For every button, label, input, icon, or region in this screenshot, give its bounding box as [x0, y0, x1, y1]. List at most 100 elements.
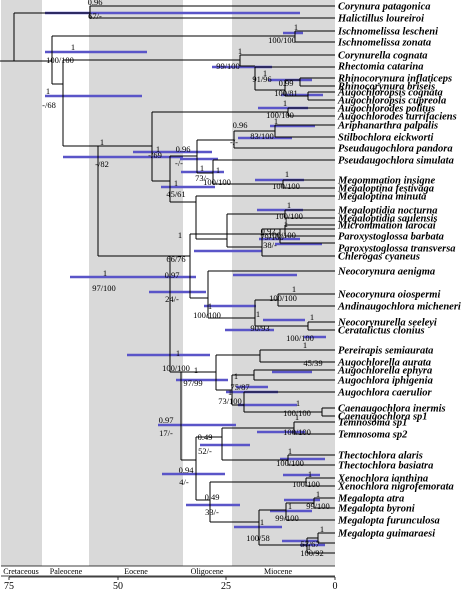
- posterior-probability-label: 1: [320, 524, 324, 534]
- posterior-probability-label: 1: [283, 98, 287, 108]
- bootstrap-support-label: 17/-: [159, 428, 173, 438]
- bootstrap-support-label: 97/100: [92, 283, 116, 293]
- bootstrap-support-label: 73/-: [195, 173, 209, 183]
- posterior-probability-label: 1: [263, 68, 267, 78]
- tree-branch: [285, 77, 335, 87]
- posterior-probability-label: 1: [103, 268, 107, 278]
- taxon-label: Rhectomia catarina: [337, 62, 423, 73]
- taxon-label: Ischnomelissa lescheni: [337, 27, 438, 38]
- epoch-bands: [1, 0, 335, 566]
- taxon-label: Caenaugochlora inermis: [338, 404, 446, 415]
- taxon-label: Augochlorella aurata: [337, 358, 431, 369]
- bootstrap-support-label: 100/100: [162, 363, 190, 373]
- tree-branch: [63, 54, 335, 90]
- tree-branch: [181, 437, 197, 500]
- tree-branch: [52, 60, 64, 146]
- taxon-label: Corynura patagonica: [338, 2, 430, 13]
- posterior-probability-label: 0.49: [198, 432, 213, 442]
- bootstrap-support-label: -/82: [95, 159, 109, 169]
- bootstrap-support-label: 100/100: [283, 408, 311, 418]
- taxon-label: Stilbochlora eickworti: [338, 133, 433, 144]
- posterior-probability-label: 1: [303, 340, 307, 350]
- bootstrap-support-label: 99/100: [275, 513, 299, 523]
- taxon-label: Neocorynura oiospermi: [337, 290, 440, 301]
- bootstrap-support-label: 52/-: [198, 446, 212, 456]
- bootstrap-support-label: 100/81: [274, 88, 298, 98]
- bootstrap-support-label: 100/100: [268, 35, 296, 45]
- tree-branch: [63, 145, 99, 256]
- bootstrap-support-label: 100/100: [283, 427, 311, 437]
- tree-branch: [98, 112, 153, 181]
- taxon-label: Megaloptidia nocturna: [337, 206, 437, 217]
- bootstrap-support-label: 100/100: [292, 479, 320, 489]
- bootstrap-support-label: 100/92: [300, 548, 324, 558]
- bootstrap-support-label: -/-: [175, 158, 183, 168]
- taxon-label: Megaloptina minuta: [337, 192, 426, 203]
- bootstrap-support-label: -/68: [42, 100, 56, 110]
- taxon-label: Thectochlora basiatra: [338, 461, 433, 472]
- taxon-label: Paroxystoglossa barbata: [338, 232, 444, 243]
- posterior-probability-label: 1: [238, 46, 242, 56]
- posterior-probability-label: 1: [296, 398, 300, 408]
- tree-branch: [222, 421, 335, 435]
- posterior-probability-label: 0.97: [159, 415, 174, 425]
- epoch-label-miocene: Miocene: [264, 567, 292, 576]
- bootstrap-support-label: 100/100: [268, 230, 296, 240]
- taxon-label: Pseudaugochlora simulata: [338, 156, 454, 167]
- tree-branch: [170, 234, 191, 298]
- posterior-probability-label: 1: [156, 144, 160, 154]
- tree-branch: [244, 391, 335, 417]
- tree-branch: [255, 66, 335, 96]
- bootstrap-support-label: 57/67: [300, 539, 319, 549]
- taxon-label: Ceratalictus clonius: [338, 326, 425, 337]
- posterior-probability-label: 1: [194, 365, 198, 375]
- taxon-label: Megalopta guimaraesi: [337, 529, 435, 540]
- posterior-probability-label: 1: [284, 219, 288, 229]
- tree-branch: [152, 156, 171, 202]
- taxon-label: Ischnomelissa zonata: [337, 38, 431, 49]
- epoch-band-cretaceous: [1, 0, 42, 566]
- posterior-probability-label: 1: [288, 446, 292, 456]
- time-axis-label-75: 75: [4, 581, 14, 590]
- bootstrap-support-label: -/69: [148, 150, 162, 160]
- posterior-probability-label: 1: [200, 163, 204, 173]
- taxon-label: Megaloptina festivaga: [337, 184, 434, 195]
- posterior-probability-label: 0.96: [88, 0, 103, 7]
- posterior-probability-label: 0.94: [179, 465, 195, 475]
- posterior-probability-label: 0.97: [165, 270, 180, 280]
- bootstrap-support-label: 97/99: [183, 378, 202, 388]
- bootstrap-support-label: 24/-: [165, 294, 179, 304]
- epoch-strip: Cretaceous Paleocene Eocene Oligocene Mi…: [1, 565, 335, 577]
- epoch-band-eocene: [89, 0, 183, 566]
- time-axis: 75 50 25 0: [4, 576, 338, 590]
- tree-branch: [210, 477, 335, 487]
- taxon-label: Paroxystoglossa transversa: [338, 244, 456, 255]
- taxon-label: Temnosoma sp1: [338, 418, 407, 429]
- epoch-label-cretaceous: Cretaceous: [3, 567, 39, 576]
- tree-branch: [232, 369, 335, 381]
- taxon-label: Augochloropsis cupreola: [337, 96, 446, 107]
- posterior-probability-label: 1: [176, 348, 180, 358]
- tree-branch: [285, 91, 335, 101]
- posterior-probability-label: 1: [71, 42, 75, 52]
- bootstrap-support-label: 33/-: [205, 507, 219, 517]
- tree-branch: [234, 124, 335, 138]
- tree-branch: [152, 107, 335, 117]
- bootstrap-support-label: -/-: [230, 137, 238, 147]
- posterior-probability-label: 0.49: [205, 492, 220, 502]
- taxon-label: Neocorynurella seeleyi: [337, 318, 437, 329]
- node-support-labels: 0.9667/-1100/1001100/1001-/68199/100191/…: [42, 0, 330, 558]
- tree-branch: [14, 36, 53, 84]
- taxon-label: Augochloropsis cognata: [337, 88, 443, 99]
- tree-branch: [255, 293, 335, 307]
- tree-branch: [52, 30, 335, 43]
- bootstrap-support-label: 91/96: [252, 74, 271, 84]
- tree-branch: [259, 503, 335, 521]
- tree-branch: [196, 195, 335, 247]
- posterior-probability-label: 0.96: [176, 144, 191, 154]
- posterior-probability-label: 1: [228, 387, 232, 397]
- posterior-probability-label: 1: [234, 371, 238, 381]
- posterior-probability-label: 1: [308, 469, 312, 479]
- tree-branch: [222, 454, 335, 466]
- bootstrap-support-label: 100/100: [203, 177, 231, 187]
